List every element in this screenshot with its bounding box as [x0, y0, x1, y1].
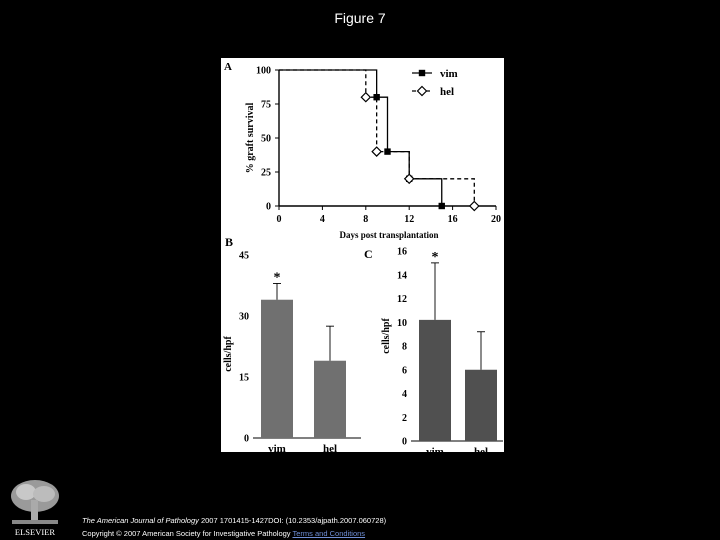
x-tick-label: hel [323, 443, 337, 452]
data-point-hel [371, 146, 382, 157]
data-point-vim [373, 94, 380, 101]
data-point-vim [438, 202, 445, 210]
y-axis-label-b: cells/hpf [223, 336, 234, 372]
terms-link[interactable]: Terms and Conditions [292, 529, 366, 538]
data-point-hel [468, 200, 480, 212]
y-tick-label: 0 [244, 434, 249, 445]
panel-label-b: B [225, 235, 233, 249]
y-tick-label: 6 [402, 365, 407, 376]
y-tick-label: 15 [239, 373, 249, 384]
significance-marker: * [274, 270, 281, 285]
y-tick-label: 4 [402, 389, 407, 400]
x-tick-label: hel [474, 446, 488, 452]
legend: vim hel [412, 68, 458, 98]
panel-label-a: A [224, 61, 232, 73]
y-tick-label: 14 [397, 270, 407, 281]
y-tick-label: 0 [402, 437, 407, 448]
y-tick-label: 2 [402, 413, 407, 424]
copyright-text: Copyright © 2007 American Society for In… [82, 529, 293, 538]
y-tick-label: 30 [239, 312, 249, 323]
y-tick-label: 16 [397, 247, 407, 258]
x-tick-label: 8 [363, 214, 368, 225]
y-tick-label: 25 [261, 168, 271, 179]
bar-vim [419, 319, 451, 441]
y-tick-label: 45 [239, 251, 249, 262]
series-line-hel [279, 69, 475, 206]
elsevier-logo: ELSEVIER [4, 476, 66, 538]
x-tick-label: 4 [320, 214, 325, 225]
x-tick-label: 0 [277, 214, 282, 225]
figure-svg: A % graft survival Days post transplanta… [223, 61, 503, 452]
bar-chart-c: C cells/hpf 0 2 4 6 8 10 12 14 16 vim * hel [364, 247, 503, 452]
y-tick-label: 10 [397, 318, 407, 329]
citation-details: 2007 1701415-1427DOI: (10.2353/ajpath.20… [198, 516, 387, 525]
y-axis-label-c: cells/hpf [381, 318, 392, 354]
data-point-hel [360, 91, 372, 103]
legend-label-hel: hel [440, 86, 454, 98]
data-point-hel [403, 173, 415, 185]
y-axis-label: % graft survival [245, 103, 256, 174]
bar-vim [261, 299, 293, 438]
bar-chart-b: B cells/hpf 0 15 30 45 vim * hel [223, 235, 361, 452]
y-tick-label: 0 [266, 202, 271, 213]
significance-marker: * [432, 250, 439, 265]
publisher-name: ELSEVIER [15, 527, 55, 537]
x-tick-label: 12 [404, 214, 414, 225]
y-tick-label: 8 [402, 342, 407, 353]
legend-marker-vim [418, 69, 426, 77]
panel-label-c: C [364, 247, 373, 261]
slide-title: Figure 7 [334, 10, 386, 26]
x-tick-label: 20 [491, 214, 501, 225]
y-tick-label: 12 [397, 294, 407, 305]
data-point-vim [384, 148, 391, 155]
y-tick-label: 100 [256, 66, 271, 77]
x-tick-label: 16 [448, 214, 458, 225]
y-tick-label: 50 [261, 134, 271, 145]
journal-name: The American Journal of Pathology [82, 516, 199, 525]
citation: The American Journal of Pathology 2007 1… [82, 514, 386, 540]
bar-hel [465, 369, 497, 441]
legend-marker-hel [416, 85, 428, 97]
y-tick-label: 75 [261, 100, 271, 111]
legend-label-vim: vim [440, 68, 458, 80]
survival-chart: A % graft survival Days post transplanta… [224, 61, 501, 240]
bar-hel [314, 360, 346, 438]
x-axis-label: Days post transplantation [339, 230, 438, 240]
x-tick-label: vim [426, 446, 444, 452]
figure-panel: A % graft survival Days post transplanta… [221, 58, 504, 452]
x-tick-label: vim [268, 443, 286, 452]
